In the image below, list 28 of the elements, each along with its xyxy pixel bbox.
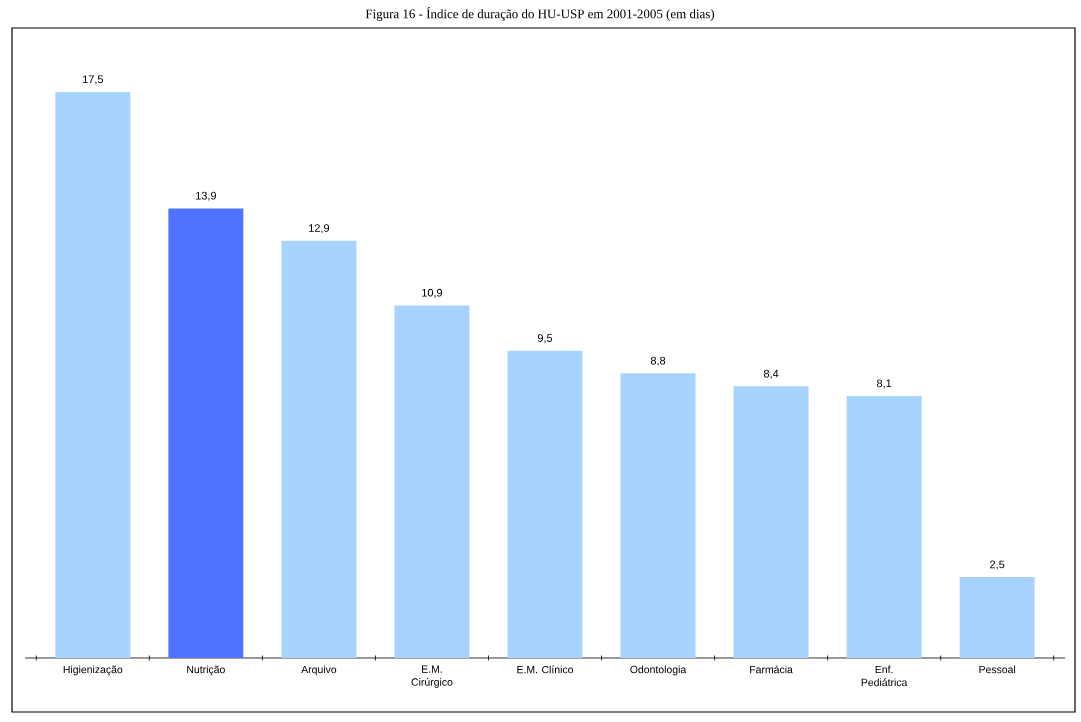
- bar: [846, 395, 922, 658]
- bar: [620, 373, 696, 658]
- x-tick-label: Enf. Pediátrica: [861, 665, 908, 687]
- bar: [281, 240, 357, 658]
- x-tick-label: Arquivo: [301, 665, 337, 676]
- x-tick-label: Farmácia: [750, 665, 793, 674]
- x-tick-label: Higienização: [63, 665, 123, 676]
- data-label: 10,9: [422, 288, 443, 298]
- data-label: 8,1: [876, 379, 892, 389]
- data-label: 12,9: [309, 224, 330, 234]
- bar: [507, 350, 583, 658]
- bar: [733, 386, 809, 658]
- bar: [168, 208, 244, 658]
- bar: [55, 91, 131, 658]
- x-tick-label: Odontologia: [630, 665, 687, 676]
- bar: [959, 577, 1035, 658]
- x-tick-label: Nutrição: [187, 665, 225, 676]
- data-label: 17,5: [83, 75, 104, 85]
- x-tick-label: Pessoal: [979, 665, 1016, 674]
- data-label: 13,9: [196, 191, 217, 201]
- data-label: 9,5: [537, 334, 553, 344]
- x-tick-label: E.M. Cirúrgico: [411, 665, 453, 688]
- bar: [394, 305, 470, 658]
- chart-title: Figura 16 - Índice de duração do HU-USP em 2001-2005 (em dias): [365, 7, 715, 21]
- data-label: 8,8: [650, 356, 666, 366]
- data-label: 2,5: [990, 560, 1005, 570]
- data-label: 8,4: [763, 369, 779, 379]
- x-tick-label: E.M. Clínico: [517, 665, 574, 674]
